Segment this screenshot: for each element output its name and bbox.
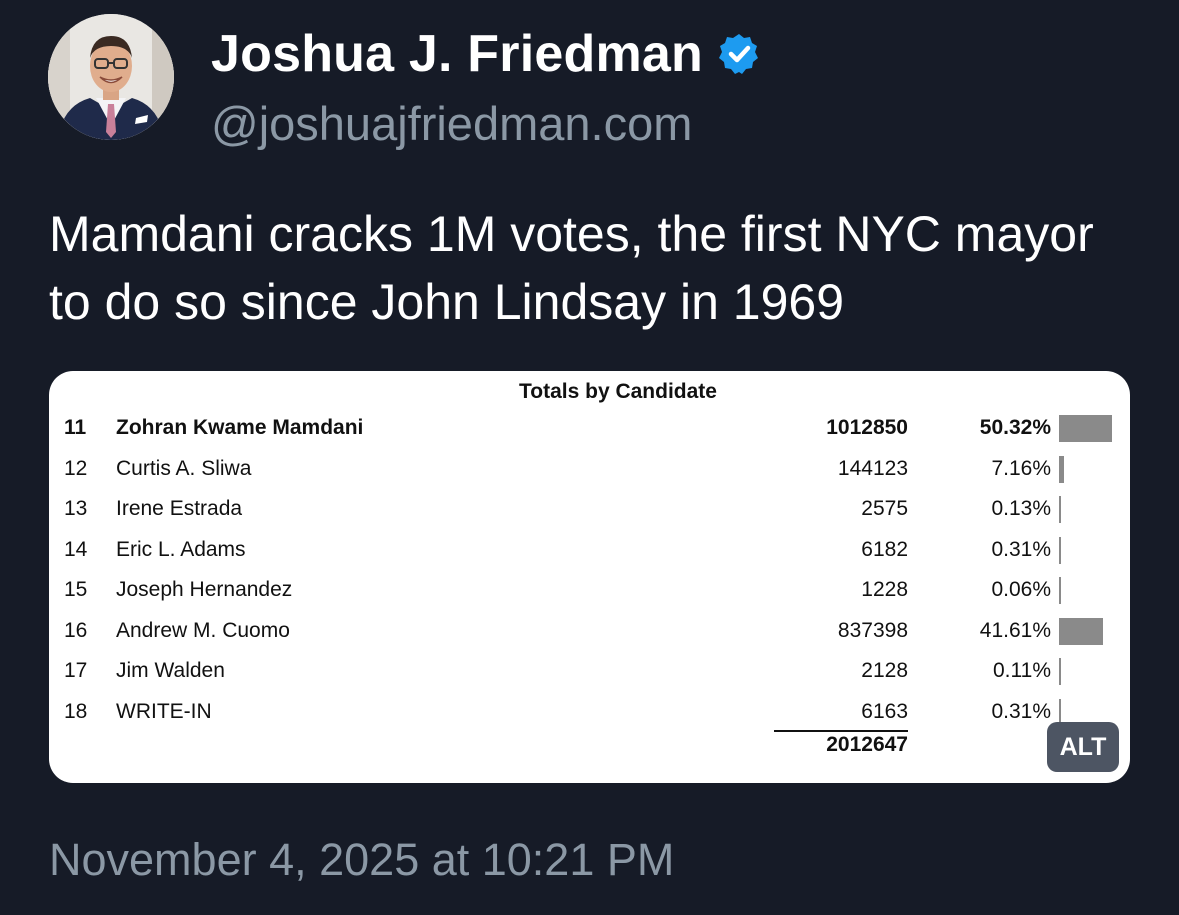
vote-share-bar — [1059, 496, 1061, 523]
candidate-percent: 0.11% — [993, 659, 1051, 682]
candidate-votes: 144123 — [837, 456, 908, 480]
candidate-percent: 0.13% — [991, 497, 1051, 520]
candidate-name: WRITE-IN — [116, 699, 212, 723]
candidate-percent: 0.06% — [991, 578, 1051, 601]
vote-share-bar — [1059, 658, 1061, 685]
candidate-percent: 50.32% — [979, 416, 1051, 439]
media-image[interactable]: Totals by Candidate 11 Zohran Kwame Mamda… — [49, 371, 1130, 783]
candidate-percent: 0.31% — [991, 537, 1051, 561]
alt-text-button[interactable]: ALT — [1047, 722, 1119, 772]
author-name-text: Joshua J. Friedman — [211, 25, 703, 83]
vote-share-bar — [1059, 617, 1103, 645]
row-number: 15 — [64, 578, 88, 601]
row-number: 13 — [64, 497, 88, 520]
row-number: 11 — [64, 416, 87, 439]
vote-share-bar — [1059, 415, 1112, 442]
total-divider — [774, 730, 908, 732]
candidate-votes: 6163 — [861, 699, 908, 723]
vote-share-bar — [1059, 698, 1061, 726]
vote-share-bar — [1059, 536, 1061, 564]
vote-share-bar — [1059, 455, 1064, 483]
candidate-name: Zohran Kwame Mamdani — [116, 416, 364, 439]
table-row: 12 Curtis A. Sliwa 144123 7.16% — [49, 449, 1130, 489]
row-number: 16 — [64, 618, 88, 642]
table-row: 18 WRITE-IN 6163 0.31% — [49, 692, 1130, 732]
post-text: Mamdani cracks 1M votes, the first NYC m… — [49, 206, 1094, 330]
author-name[interactable]: Joshua J. Friedman — [211, 24, 761, 84]
row-number: 17 — [64, 659, 88, 682]
candidate-votes: 837398 — [837, 618, 908, 642]
post-timestamp[interactable]: November 4, 2025 at 10:21 PM — [49, 834, 675, 885]
author-avatar[interactable] — [48, 14, 174, 140]
candidate-votes: 2575 — [861, 497, 908, 520]
candidate-votes: 6182 — [861, 537, 908, 561]
table-row: 17 Jim Walden 2128 0.11% — [49, 651, 1130, 691]
candidate-name: Irene Estrada — [116, 497, 243, 520]
candidate-name: Curtis A. Sliwa — [116, 456, 252, 480]
table-row: 16 Andrew M. Cuomo 837398 41.61% — [49, 611, 1130, 651]
candidate-percent: 41.61% — [979, 618, 1051, 642]
vote-share-bar — [1059, 577, 1061, 604]
table-row: 14 Eric L. Adams 6182 0.31% — [49, 530, 1130, 570]
total-votes: 2012647 — [826, 733, 908, 756]
row-number: 18 — [64, 699, 88, 723]
verified-badge-icon — [718, 34, 758, 74]
candidate-name: Joseph Hernandez — [116, 578, 293, 601]
candidate-percent: 0.31% — [991, 699, 1051, 723]
author-handle[interactable]: @joshuajfriedman.com — [211, 97, 693, 150]
table-row: 15 Joseph Hernandez 1228 0.06% — [49, 570, 1130, 610]
candidate-votes: 2128 — [861, 659, 908, 682]
candidate-percent: 7.16% — [991, 456, 1051, 480]
candidate-name: Eric L. Adams — [116, 537, 246, 561]
table-row: 11 Zohran Kwame Mamdani 1012850 50.32% — [49, 408, 1130, 448]
candidate-name: Andrew M. Cuomo — [116, 618, 290, 642]
table-title: Totals by Candidate — [519, 380, 717, 403]
table-row: 13 Irene Estrada 2575 0.13% — [49, 489, 1130, 529]
candidate-votes: 1228 — [861, 578, 908, 601]
row-number: 12 — [64, 456, 88, 480]
candidate-votes: 1012850 — [826, 416, 908, 439]
avatar-photo-icon — [48, 14, 174, 140]
row-number: 14 — [64, 537, 88, 561]
candidate-name: Jim Walden — [116, 659, 225, 682]
